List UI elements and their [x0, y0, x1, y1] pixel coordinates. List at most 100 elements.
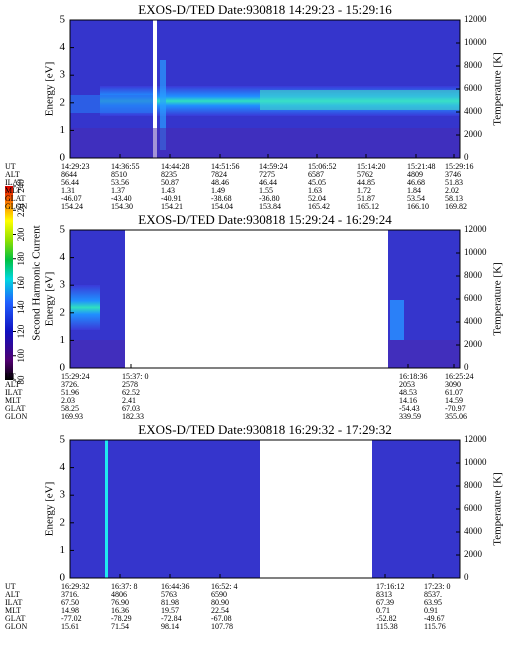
- table-cell: 61.07: [445, 388, 463, 397]
- table-cell: -70.97: [445, 404, 466, 413]
- table-cell: -40.91: [161, 194, 182, 203]
- y-tick-label: 4: [60, 461, 66, 473]
- table-cell: 15:06:52: [308, 162, 336, 171]
- y2-tick-label: 6000: [464, 503, 483, 513]
- table-cell: 182.33: [122, 412, 144, 421]
- table-cell: 8235: [161, 170, 177, 179]
- table-cell: 45.05: [308, 178, 326, 187]
- row-label: GLON: [5, 412, 27, 421]
- table-cell: 166.10: [407, 202, 429, 211]
- table-cell: 1.37: [111, 186, 125, 195]
- table-cell: 3746: [445, 170, 461, 179]
- table-cell: 50.87: [161, 178, 179, 187]
- row-label: MLT: [5, 396, 21, 405]
- table-cell: 58.13: [445, 194, 463, 203]
- table-cell: 2578: [122, 380, 138, 389]
- y2-tick-label: 6000: [464, 83, 483, 93]
- y2-axis-label: Temperature [K]: [492, 262, 504, 335]
- y2-tick-label: 8000: [464, 480, 483, 490]
- table-cell: 53.56: [111, 178, 129, 187]
- table-cell: -38.68: [211, 194, 232, 203]
- table-cell: 51.96: [61, 388, 79, 397]
- table-cell: 165.42: [308, 202, 330, 211]
- y-axis-label: Energy [eV]: [44, 272, 56, 326]
- y-tick-label: 2: [60, 516, 66, 528]
- table-cell: 46.68: [407, 178, 425, 187]
- table-cell: 16:52: 4: [211, 582, 237, 591]
- table-cell: 1.31: [61, 186, 75, 195]
- colorbar: [5, 186, 13, 380]
- table-cell: 5763: [161, 590, 177, 599]
- table-cell: 4809: [407, 170, 423, 179]
- table-cell: 56.44: [61, 178, 79, 187]
- table-cell: 14:51:56: [211, 162, 239, 171]
- colorbar-tick-label: 240: [16, 179, 26, 193]
- row-label: GLON: [5, 202, 27, 211]
- y2-axis-label: Temperature [K]: [492, 472, 504, 545]
- table-cell: 7824: [211, 170, 227, 179]
- row-label: UT: [5, 372, 16, 381]
- y2-tick-label: 0: [464, 572, 469, 582]
- row-label: ILAT: [5, 388, 22, 397]
- y2-tick-label: 4000: [464, 526, 483, 536]
- colorbar-tick-label: 80: [16, 375, 26, 385]
- table-cell: 81.98: [161, 598, 179, 607]
- colorbar-tick-label: 120: [16, 324, 26, 338]
- spectrogram-image: [70, 440, 460, 578]
- table-cell: 71.54: [111, 622, 129, 631]
- y2-tick-label: 10000: [464, 457, 487, 467]
- table-cell: 16:37: 8: [111, 582, 137, 591]
- colorbar-tick-label: 140: [16, 300, 26, 314]
- table-cell: 17:16:12: [376, 582, 404, 591]
- row-label: MLT: [5, 606, 21, 615]
- table-cell: 115.76: [424, 622, 446, 631]
- table-cell: 339.59: [399, 412, 421, 421]
- row-label: ILAT: [5, 598, 22, 607]
- y-axis-label: Energy [eV]: [44, 62, 56, 116]
- table-cell: 2.02: [445, 186, 459, 195]
- y-tick-label: 3: [60, 69, 66, 81]
- table-cell: 67.39: [376, 598, 394, 607]
- table-cell: 62.52: [122, 388, 140, 397]
- table-cell: -36.80: [259, 194, 280, 203]
- row-label: GLAT: [5, 614, 26, 623]
- table-cell: 14.98: [61, 606, 79, 615]
- table-cell: 14:36:55: [111, 162, 139, 171]
- table-cell: -52.82: [376, 614, 397, 623]
- colorbar-tick-label: 180: [16, 252, 26, 266]
- table-cell: 8644: [61, 170, 77, 179]
- table-cell: -54.43: [399, 404, 420, 413]
- table-cell: -46.07: [61, 194, 82, 203]
- row-label: GLAT: [5, 404, 26, 413]
- table-cell: 355.06: [445, 412, 467, 421]
- table-cell: -43.40: [111, 194, 132, 203]
- table-cell: 15:14:20: [357, 162, 385, 171]
- table-cell: 153.84: [259, 202, 281, 211]
- table-cell: 1.72: [357, 186, 371, 195]
- row-label: GLON: [5, 622, 27, 631]
- y-tick-label: 5: [60, 14, 66, 26]
- y-tick-label: 5: [60, 224, 66, 236]
- table-cell: 15:21:48: [407, 162, 435, 171]
- y-tick-label: 3: [60, 489, 66, 501]
- table-cell: 1.55: [259, 186, 273, 195]
- table-cell: 17:23: 0: [424, 582, 450, 591]
- table-cell: 5762: [357, 170, 373, 179]
- table-cell: 22.54: [211, 606, 229, 615]
- table-cell: 6587: [308, 170, 324, 179]
- table-cell: 48.53: [399, 388, 417, 397]
- table-cell: 16:44:36: [161, 582, 189, 591]
- table-cell: 14:44:28: [161, 162, 189, 171]
- table-cell: 165.12: [357, 202, 379, 211]
- table-cell: 15:29:16: [445, 162, 473, 171]
- y2-tick-label: 8000: [464, 60, 483, 70]
- table-cell: 2053: [399, 380, 415, 389]
- table-cell: 14:29:23: [61, 162, 89, 171]
- table-cell: 15.61: [61, 622, 79, 631]
- table-cell: 154.24: [61, 202, 83, 211]
- y-tick-label: 1: [60, 124, 66, 136]
- table-cell: 3726.: [61, 380, 79, 389]
- table-cell: 51.87: [357, 194, 375, 203]
- table-cell: 14.16: [399, 396, 417, 405]
